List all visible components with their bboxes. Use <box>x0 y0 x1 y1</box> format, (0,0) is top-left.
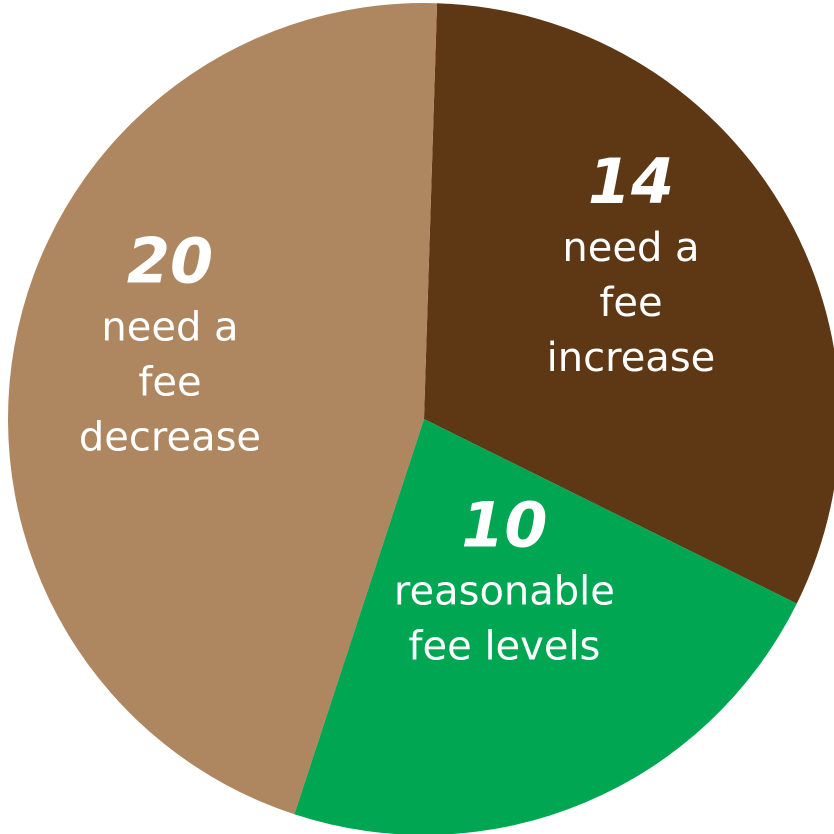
pie-slice-14 <box>424 3 834 604</box>
slice-label-group: 20 need a fee decrease <box>79 224 261 460</box>
slice-description-line: fee <box>138 359 201 405</box>
slice-label-group: 14 need a fee increase <box>547 145 716 381</box>
slice-description-line: reasonable <box>394 568 615 614</box>
slice-description-line: increase <box>547 335 716 381</box>
slice-description-line: need a <box>101 304 238 350</box>
pie-slice-20 <box>7 2 438 815</box>
pie-slices <box>7 2 834 834</box>
slice-description-line: fee levels <box>408 623 600 669</box>
slice-value-label: 14 <box>588 145 674 218</box>
pie-labels: 14 need a fee increase 10 reasonable fee level… <box>79 145 715 669</box>
pie-slice-10 <box>294 419 797 834</box>
slice-description-line: need a <box>562 225 699 271</box>
slice-description-line: fee <box>599 280 662 326</box>
slice-label-group: 10 reasonable fee levels <box>394 488 615 669</box>
slice-value-label: 10 <box>461 488 547 561</box>
slice-value-label: 20 <box>127 224 213 297</box>
slice-description-line: decrease <box>79 414 261 460</box>
